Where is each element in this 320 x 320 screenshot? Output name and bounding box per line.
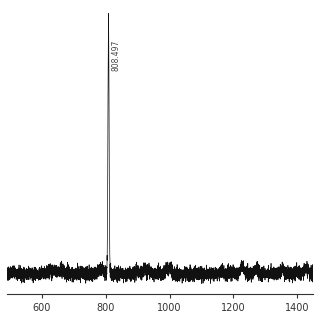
- Text: 808.497: 808.497: [111, 40, 120, 71]
